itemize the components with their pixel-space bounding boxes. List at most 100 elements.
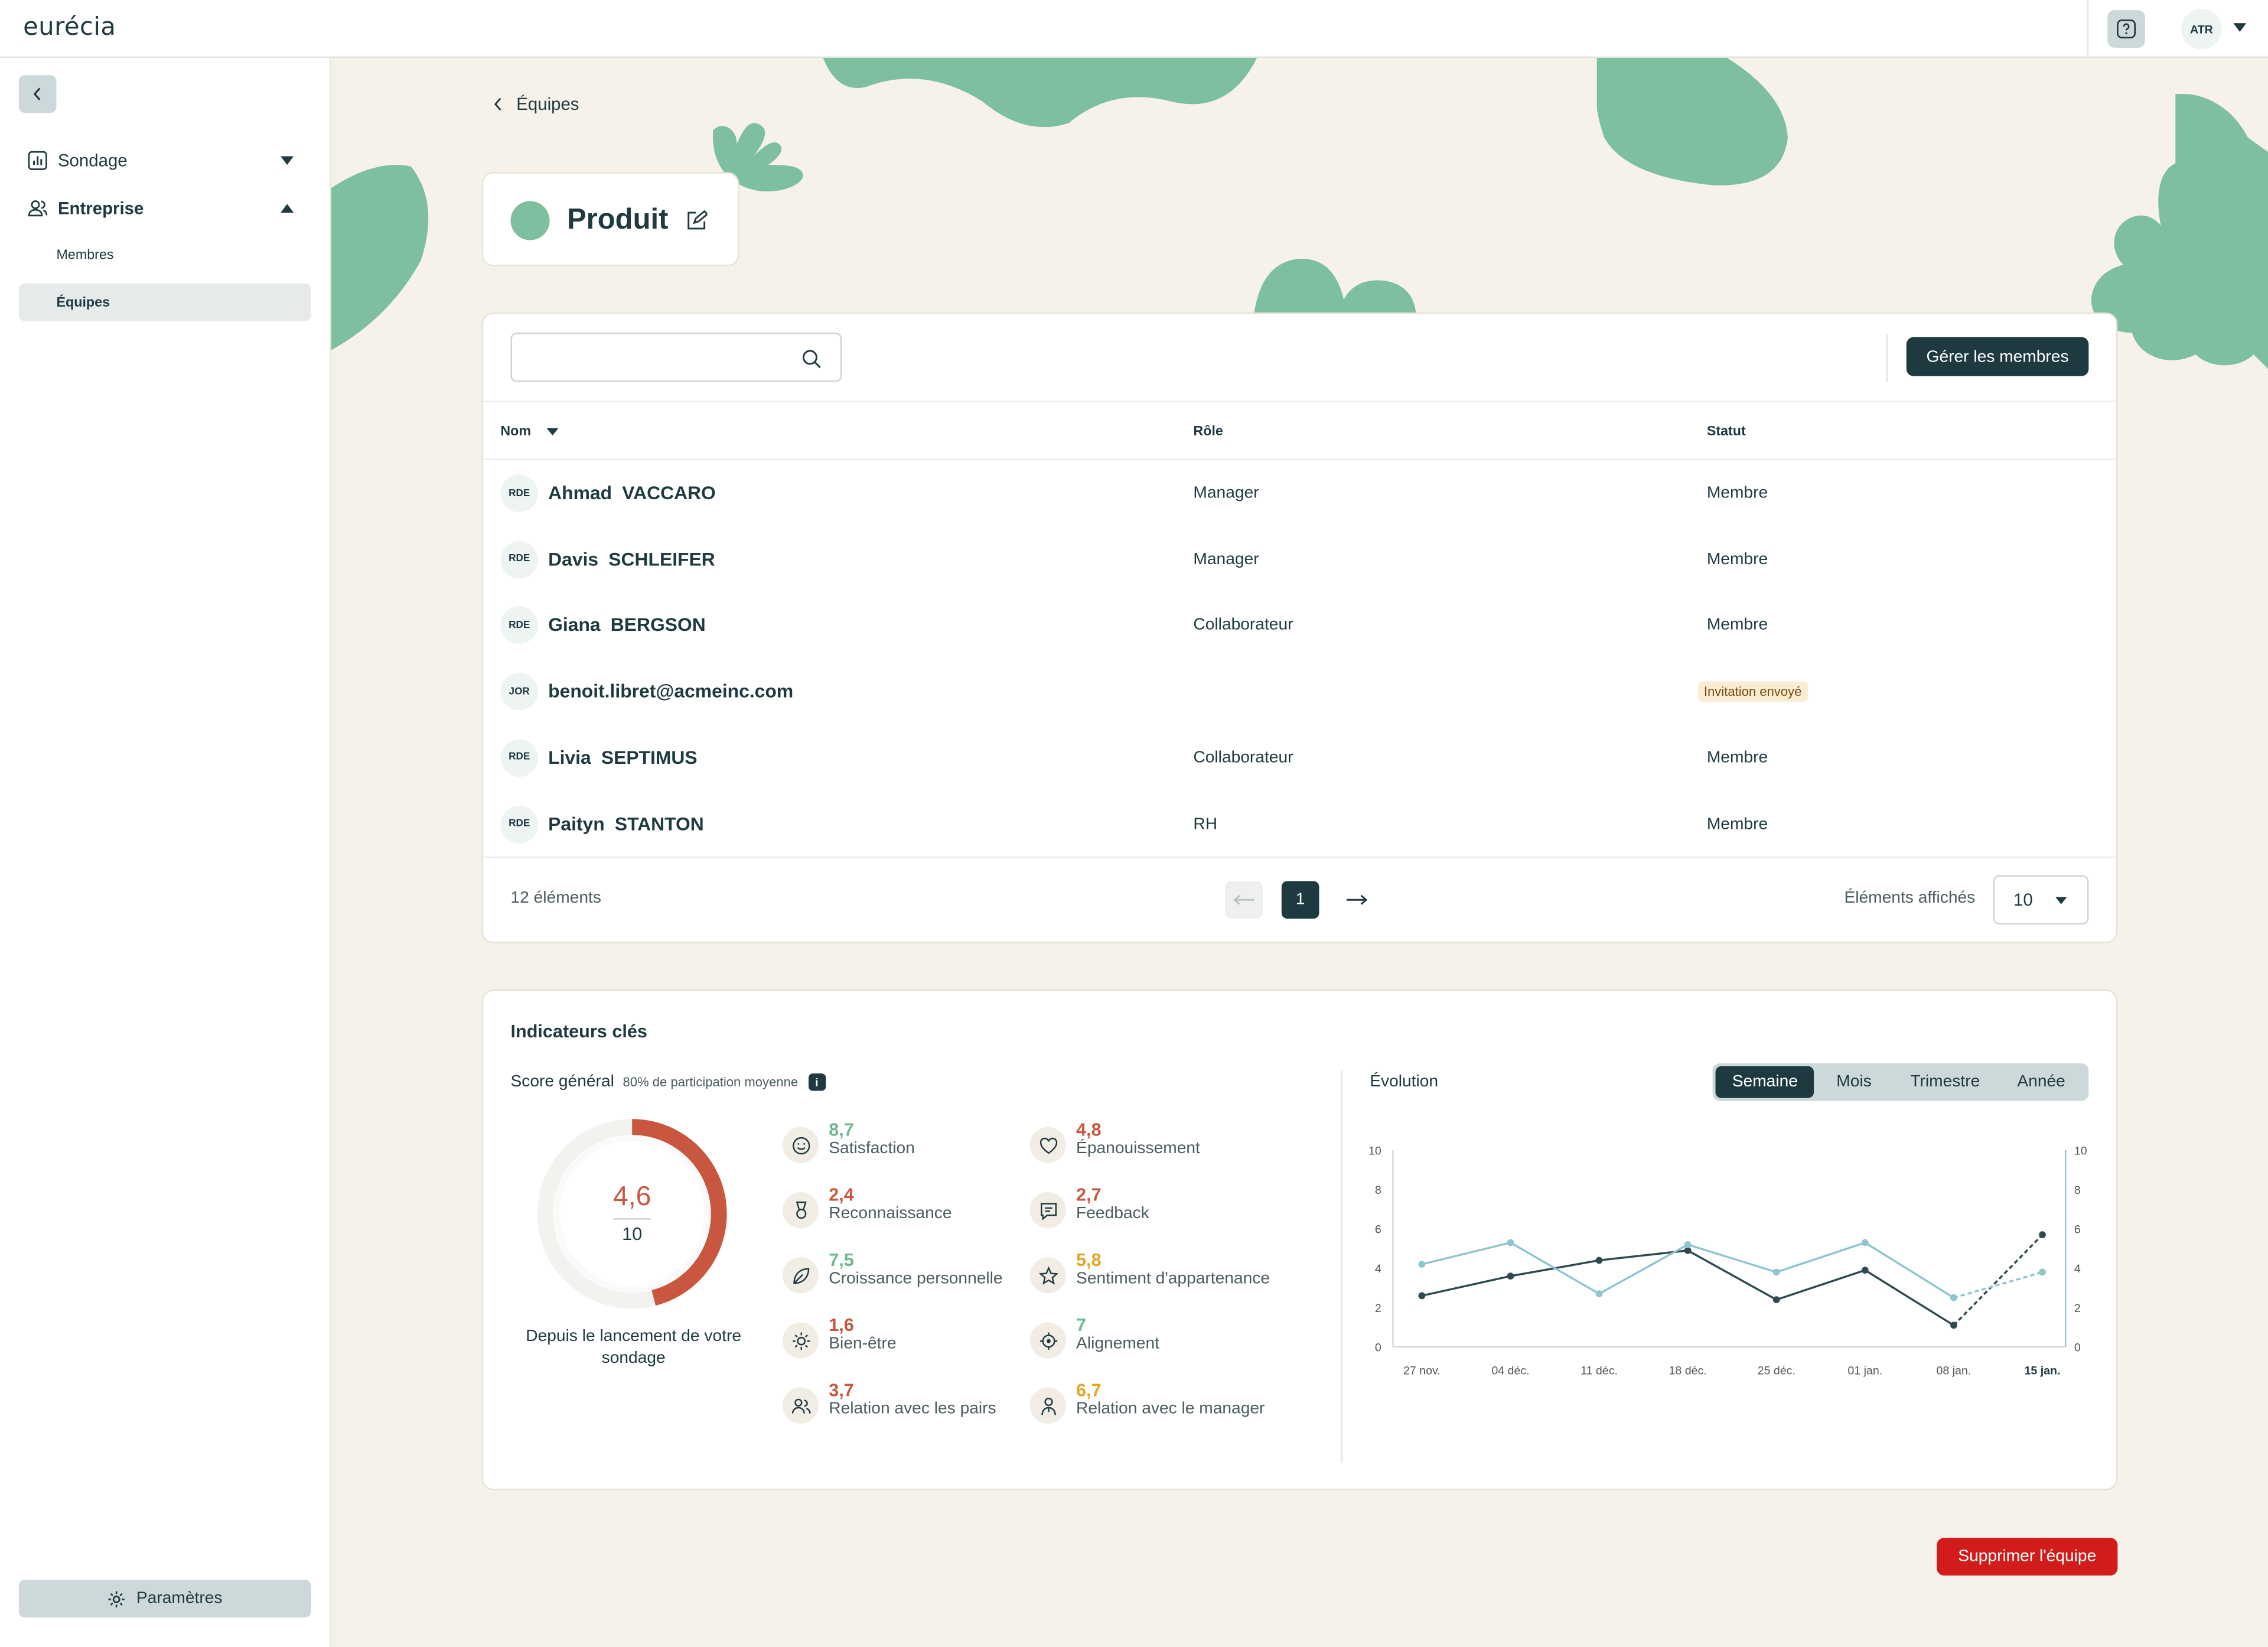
message-icon [1029, 1192, 1066, 1229]
y-tick-label-right: 8 [2074, 1184, 2081, 1197]
arrow-right-icon [1347, 894, 1368, 905]
help-button-area [2087, 0, 2162, 58]
chevron-down-icon [2055, 897, 2067, 904]
series-point [1684, 1246, 1692, 1254]
leaf-icon [782, 1257, 819, 1294]
page-size-select[interactable]: 10 [1993, 875, 2089, 925]
indicator-label: Croissance personnelle [829, 1270, 1003, 1288]
member-name[interactable]: Livia SEPTIMUS [548, 746, 697, 768]
help-button[interactable] [2107, 10, 2145, 48]
series-point [2039, 1231, 2046, 1239]
member-first-name: Paityn [548, 812, 605, 834]
table-row[interactable]: JOR benoit.libret@acmeinc.com Invitation e… [483, 659, 2116, 725]
x-tick-label: 08 jan. [1937, 1365, 1972, 1378]
breadcrumb-label: Équipes [516, 94, 579, 115]
tab-mois[interactable]: Mois [1836, 1073, 1872, 1091]
edit-icon[interactable] [686, 210, 708, 232]
member-first-name: Ahmad [548, 481, 612, 504]
settings-label: Paramètres [136, 1590, 223, 1607]
breadcrumb[interactable]: Équipes [493, 94, 579, 114]
info-icon[interactable]: i [808, 1073, 826, 1091]
indicator-label: Alignement [1076, 1335, 1159, 1353]
manage-members-button[interactable]: Gérer les membres [1906, 337, 2089, 376]
table-row[interactable]: RDE Davis SCHLEIFER Manager Membre [483, 526, 2116, 593]
series-point [1772, 1268, 1780, 1276]
table-row[interactable]: RDE Giana BERGSON Collaborateur Membre [483, 593, 2116, 659]
section-divider [1341, 1070, 1342, 1463]
sidebar-subitem-equipes[interactable]: Équipes [18, 284, 311, 321]
score-gauge [537, 1119, 727, 1309]
table-row[interactable]: RDE Ahmad VACCARO Manager Membre [483, 460, 2116, 527]
sidebar-item-sondage[interactable]: Sondage [19, 142, 311, 180]
member-status: Membre [1706, 749, 1768, 767]
user-menu-caret-icon[interactable] [2233, 23, 2247, 32]
decorative-shape-far-right [2091, 94, 2268, 369]
current-page-button[interactable]: 1 [1281, 881, 1319, 919]
member-name[interactable]: Giana BERGSON [548, 614, 706, 636]
tab-annee[interactable]: Année [2017, 1073, 2065, 1091]
collapse-sidebar-button[interactable] [18, 75, 57, 113]
y-tick-label-right: 2 [2074, 1302, 2081, 1315]
indicator-value: 2,4 [829, 1184, 854, 1206]
decorative-blob-bottom [1254, 259, 1416, 314]
search-field[interactable] [510, 333, 842, 382]
next-page-button[interactable] [1338, 881, 1376, 919]
settings-button[interactable]: Paramètres [18, 1580, 311, 1617]
tab-semaine[interactable]: Semaine [1715, 1066, 1815, 1098]
member-avatar: RDE [500, 541, 539, 578]
column-header-name[interactable]: Nom [500, 424, 559, 440]
member-status: Membre [1706, 551, 1768, 568]
y-tick-label-left: 10 [1368, 1144, 1381, 1157]
member-last-name: VACCARO [622, 481, 716, 504]
y-tick-label-left: 8 [1375, 1184, 1381, 1197]
users-icon [28, 198, 48, 219]
since-launch-caption: Depuis le lancement de votre sondage [526, 1328, 742, 1368]
tab-trimestre[interactable]: Trimestre [1910, 1073, 1980, 1091]
y-tick-label-right: 4 [2074, 1262, 2081, 1275]
member-last-name: SEPTIMUS [601, 746, 698, 768]
smile-icon [782, 1127, 819, 1163]
table-row[interactable]: RDE Livia SEPTIMUS Collaborateur Membre [483, 724, 2116, 791]
gear-icon [109, 1590, 125, 1607]
decorative-leaf-top [713, 123, 803, 192]
member-last-name: SCHLEIFER [608, 548, 715, 570]
member-name[interactable]: Paityn STANTON [548, 812, 704, 834]
series-point [1772, 1296, 1780, 1303]
page-size-value: 10 [2013, 890, 2033, 910]
x-tick-label: 11 déc. [1581, 1365, 1618, 1378]
series-line [1421, 1249, 1954, 1326]
x-tick-label: 15 jan. [2025, 1365, 2061, 1378]
top-bar: eurécia ATR [0, 0, 2268, 58]
column-header-label: Nom [500, 424, 532, 440]
team-color-dot [510, 201, 550, 240]
sidebar-item-entreprise[interactable]: Entreprise [19, 190, 311, 227]
decorative-blob-left [331, 165, 429, 350]
member-name[interactable]: Davis SCHLEIFER [548, 548, 715, 569]
indicator-value: 8,7 [829, 1119, 854, 1140]
app-logo[interactable]: eurécia [23, 13, 116, 43]
previous-page-button[interactable] [1225, 881, 1263, 919]
indicator-label: Sentiment d'appartenance [1076, 1270, 1270, 1288]
search-icon[interactable] [801, 349, 822, 369]
indicator-label: Épanouissement [1076, 1140, 1200, 1158]
delete-team-button[interactable]: Supprimer l'équipe [1937, 1538, 2118, 1576]
member-avatar: RDE [500, 738, 539, 777]
evolution-chart: 0 0 2 2 4 4 6 6 8 8 10 10 27 nov. 04 déc. 11 déc. 18 dé… [1368, 1144, 2087, 1378]
sidebar-subitem-membres[interactable]: Membres [56, 246, 114, 263]
indicator-label: Reconnaissance [829, 1205, 952, 1223]
search-input[interactable] [523, 334, 799, 378]
score-gauge-arc [632, 1119, 727, 1306]
indicator-label: Satisfaction [829, 1140, 915, 1158]
member-name[interactable]: Ahmad VACCARO [548, 482, 716, 504]
team-name: Produit [567, 204, 669, 236]
member-status: Membre [1706, 484, 1768, 502]
member-avatar: RDE [500, 607, 539, 645]
x-tick-label: 04 déc. [1491, 1365, 1529, 1378]
series-point [1595, 1290, 1603, 1297]
member-role: Manager [1193, 484, 1259, 502]
table-row[interactable]: RDE Paityn STANTON RH Membre [483, 790, 2116, 857]
indicator-value: 2,7 [1076, 1184, 1102, 1206]
member-name[interactable]: benoit.libret@acmeinc.com [548, 680, 803, 702]
y-tick-label-left: 4 [1375, 1262, 1381, 1275]
user-avatar[interactable]: ATR [2181, 8, 2222, 50]
